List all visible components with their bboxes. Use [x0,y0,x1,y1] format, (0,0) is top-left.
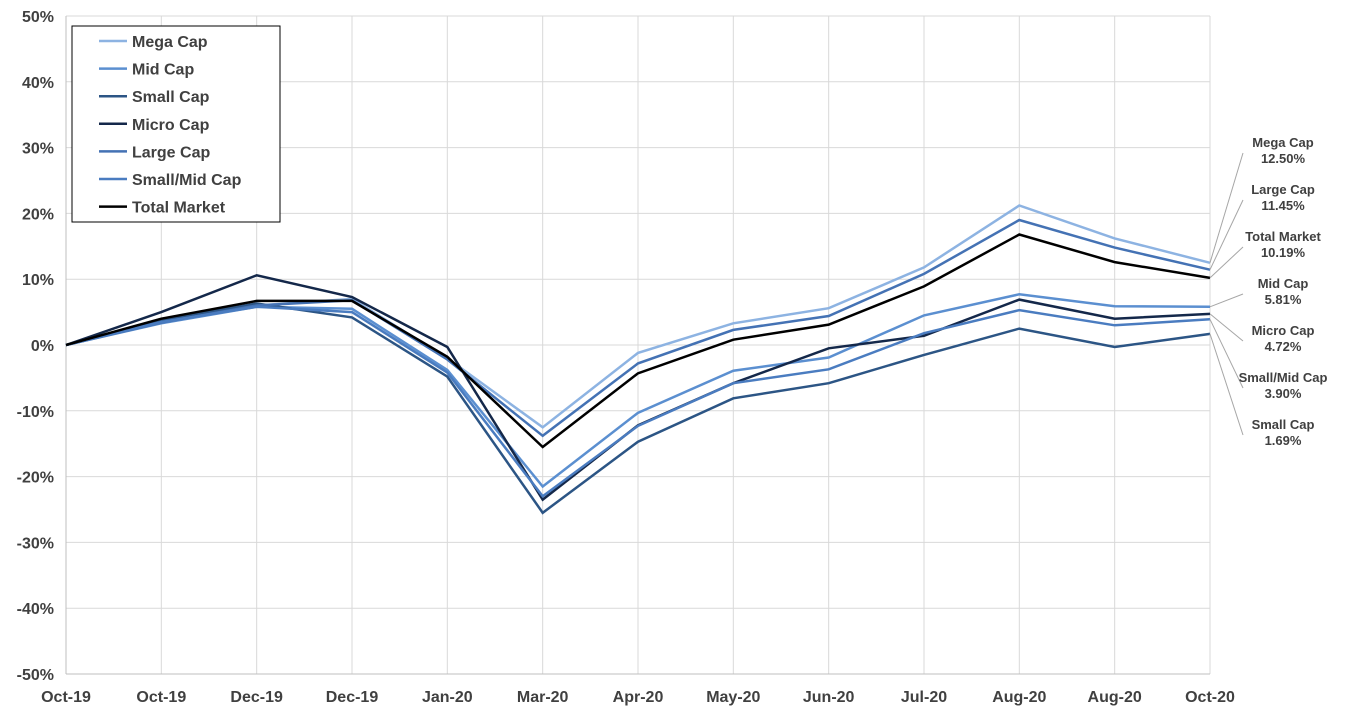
series-line-total-market [65,233,1211,449]
x-tick-label: Aug-20 [992,689,1046,706]
x-tick-label: Dec-19 [230,689,283,706]
x-tick-label: Jul-20 [901,689,947,706]
legend-entry-label: Large Cap [132,144,210,161]
y-tick-label: -20% [17,470,54,487]
y-tick-label: 0% [31,338,54,355]
axes: 50% 40% 30% 20% 10% 0% -10% -20% -30% -40% -50% Oct… [17,9,1235,706]
legend: Mega Cap Mid Cap Small Cap Micro Cap Large C… [71,25,281,223]
x-tick-label: Jan-20 [422,689,473,706]
y-tick-label: -10% [17,404,54,421]
x-tick-label: Jun-20 [803,689,855,706]
end-label-value: 5.81% [1265,292,1302,307]
y-tick-label: 30% [22,141,54,158]
series-line-large-cap [65,218,1211,438]
end-label-leader [1209,152,1244,263]
legend-entry-label: Small Cap [132,89,210,106]
end-label-leader [1209,313,1244,342]
end-label-leader [1209,319,1244,389]
x-tick-label: Oct-19 [136,689,186,706]
end-label-value: 1.69% [1265,433,1302,448]
series-line-small-cap [65,302,1211,515]
x-tick-label: Oct-20 [1185,689,1235,706]
end-label-leader [1209,333,1244,436]
legend-entry-label: Micro Cap [132,117,210,134]
y-tick-label: -30% [17,535,54,552]
y-tick-label: 50% [22,9,54,26]
end-label-value: 12.50% [1261,151,1306,166]
y-tick-label: -40% [17,601,54,618]
end-label-leader [1209,199,1244,270]
end-label-value: 4.72% [1265,339,1302,354]
end-label-value: 11.45% [1261,198,1305,213]
legend-entry-label: Total Market [132,200,226,217]
end-label-leader [1209,246,1244,279]
series-line-small-mid-cap [65,305,1211,499]
end-label-leaders [1209,152,1244,436]
y-tick-label: -50% [17,667,54,684]
x-tick-label: Aug-20 [1088,689,1142,706]
legend-entry-label: Mid Cap [132,62,194,79]
x-tick-label: Dec-19 [326,689,379,706]
end-label-name: Large Cap [1251,182,1315,197]
end-label-value: 10.19% [1261,245,1306,260]
x-tick-label: Apr-20 [613,689,664,706]
y-tick-label: 10% [22,272,54,289]
x-tick-label: May-20 [706,689,760,706]
end-label-leader [1209,293,1244,308]
end-label-name: Mega Cap [1252,135,1313,150]
y-tick-label: 40% [22,75,54,92]
end-label-name: Total Market [1245,229,1321,244]
end-label-name: Mid Cap [1258,276,1309,291]
end-label-name: Micro Cap [1252,323,1315,338]
series-lines [65,204,1211,515]
x-tick-label: Oct-19 [41,689,91,706]
x-tick-label: Mar-20 [517,689,569,706]
y-tick-label: 20% [22,206,54,223]
end-label-name: Small/Mid Cap [1239,370,1328,385]
legend-entry-label: Small/Mid Cap [132,172,242,189]
end-label-value: 3.90% [1265,386,1302,401]
legend-entry-label: Mega Cap [132,34,208,51]
end-label-name: Small Cap [1252,417,1315,432]
